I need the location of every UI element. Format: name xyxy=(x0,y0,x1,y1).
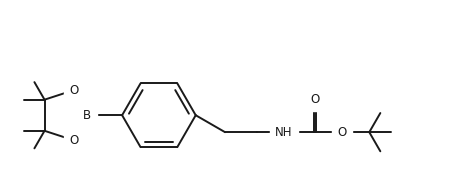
Text: B: B xyxy=(83,109,91,122)
Text: O: O xyxy=(69,84,79,97)
Text: NH: NH xyxy=(275,126,293,139)
Text: O: O xyxy=(337,126,346,139)
Text: O: O xyxy=(311,93,320,106)
Text: O: O xyxy=(69,134,79,147)
